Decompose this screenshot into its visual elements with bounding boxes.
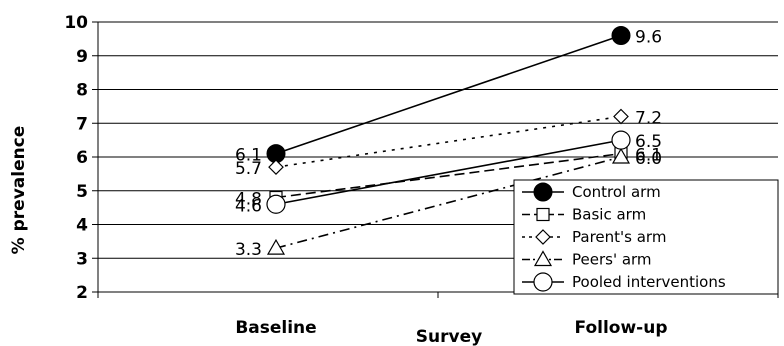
series-1-label-0: 4.8 (235, 190, 262, 210)
series-2-point-0 (268, 159, 284, 175)
y-tick-label-3: 3 (76, 249, 88, 269)
gridlines (98, 21, 778, 293)
series-line-2 (275, 115, 622, 168)
series-2-point-1 (613, 108, 629, 125)
y-tick-label-8: 8 (76, 81, 88, 101)
series-2-label-0: 5.7 (235, 159, 262, 179)
y-tick-label-5: 5 (76, 182, 88, 202)
y-tick-label-10: 10 (64, 13, 88, 33)
series-0-label-0: 6.1 (235, 146, 262, 166)
series-4-label-0: 4.6 (235, 196, 262, 216)
legend-marker-2 (535, 229, 551, 245)
x-tick-label-0: Baseline (235, 318, 316, 338)
y-tick-label-6: 6 (76, 148, 88, 168)
y-tick-label-2: 2 (76, 283, 88, 303)
y-tick-label-7: 7 (76, 114, 88, 134)
legend-marker-1 (536, 207, 550, 222)
series-4-point-0 (266, 194, 286, 214)
y-axis-title: % prevalence (9, 126, 29, 255)
series-0-point-1 (611, 26, 631, 45)
legend-marker-0 (533, 182, 553, 202)
series-line-1 (275, 152, 622, 199)
axes: 2 3 4 5 6 7 8 9 10 Baseline Follow-up (64, 13, 779, 338)
legend-label-4: Pooled interventions (572, 273, 726, 291)
y-tick-label-4: 4 (76, 216, 88, 236)
series-3-point-1 (611, 147, 631, 164)
series-4-label-1: 6.5 (635, 132, 662, 152)
series-4-point-1 (611, 130, 631, 150)
series-1-label-1: 6.1 (635, 146, 662, 166)
series-3-point-0 (266, 238, 286, 255)
series-3-label-1: 6.0 (635, 149, 662, 169)
series-line-3 (275, 156, 622, 249)
series-lines (266, 26, 631, 255)
data-labels: 6.19.64.86.15.77.23.36.04.66.5 (235, 28, 662, 261)
x-axis-title: Survey (416, 327, 482, 346)
legend-marker-3 (533, 250, 553, 267)
series-line-0 (275, 34, 622, 155)
y-tick-label-9: 9 (76, 47, 88, 67)
legend-marker-4 (533, 272, 553, 292)
legend-label-2: Parent's arm (572, 228, 666, 246)
legend-label-0: Control arm (572, 183, 661, 201)
legend: Control arm Basic arm Parent's arm Peers' a… (513, 179, 779, 295)
series-0-label-1: 9.6 (635, 28, 662, 48)
series-2-label-1: 7.2 (635, 109, 662, 129)
legend-box (513, 179, 779, 295)
x-tick-label-1: Follow-up (575, 318, 668, 338)
legend-label-1: Basic arm (572, 206, 646, 224)
series-line-4 (275, 139, 622, 206)
legend-label-3: Peers' arm (572, 251, 652, 269)
series-3-label-0: 3.3 (235, 240, 262, 260)
